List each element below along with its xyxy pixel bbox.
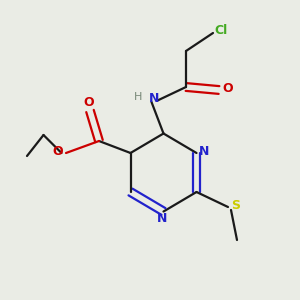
Text: Cl: Cl xyxy=(215,23,228,37)
Text: S: S xyxy=(231,199,240,212)
Text: O: O xyxy=(222,82,233,95)
Text: N: N xyxy=(199,145,209,158)
Text: O: O xyxy=(52,145,63,158)
Text: N: N xyxy=(157,212,167,226)
Text: N: N xyxy=(149,92,159,106)
Text: O: O xyxy=(83,96,94,109)
Text: H: H xyxy=(134,92,142,103)
